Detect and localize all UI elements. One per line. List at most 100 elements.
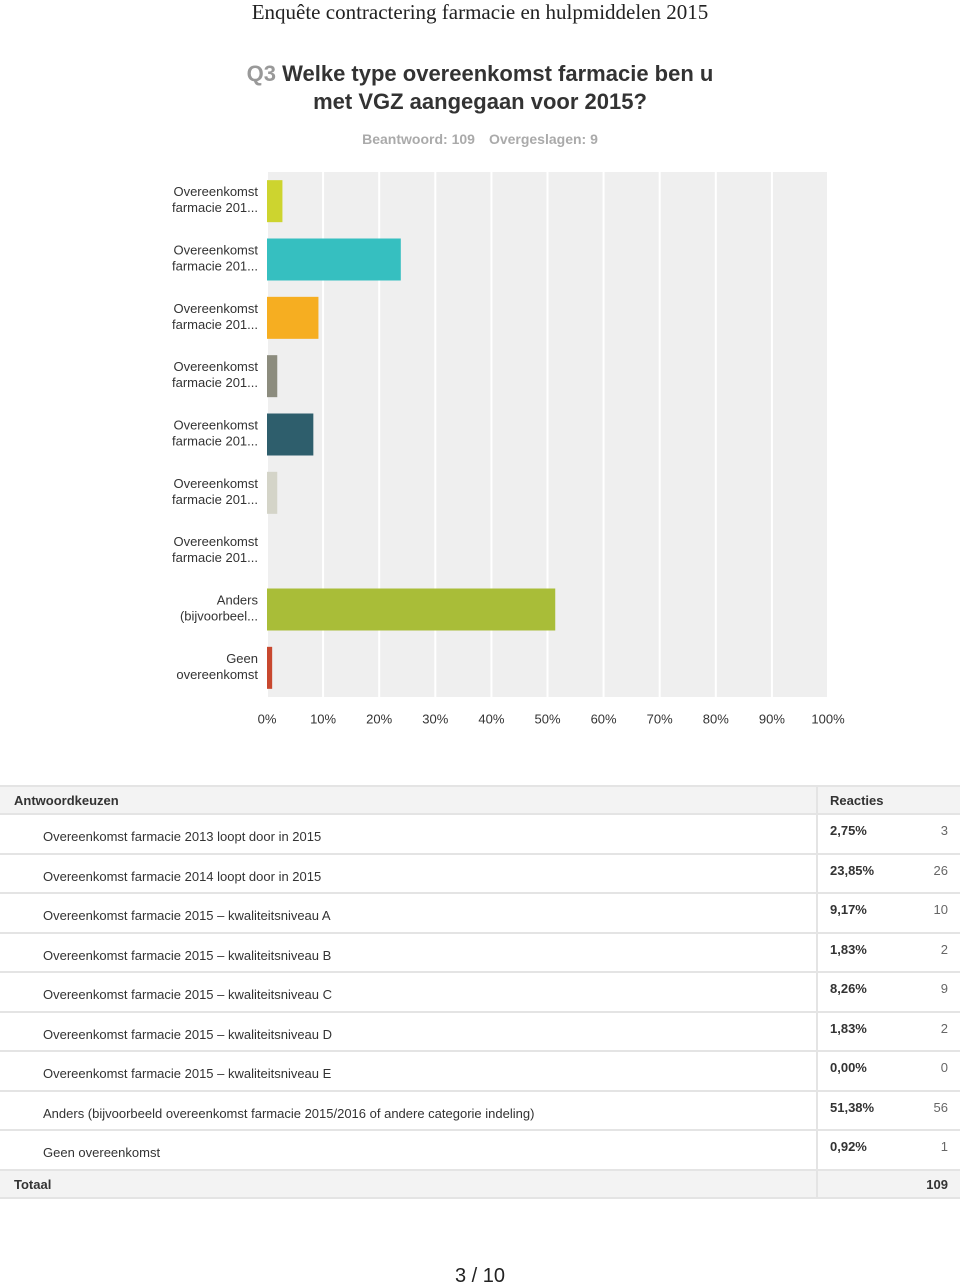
answer: Overeenkomst farmacie 2014 loopt door in…: [43, 868, 322, 884]
count: 56: [933, 1099, 948, 1115]
separator: [816, 894, 818, 932]
count: 1: [940, 1139, 948, 1154]
y-tick-label: Anders (bijvoorbeel...: [180, 593, 259, 624]
table-row: Anders (bijvoorbeeld overeenkomst farmac…: [0, 1091, 960, 1131]
page-number: 3 / 10: [454, 1265, 506, 1287]
label-line: Anders: [217, 593, 259, 608]
label-line: farmacie 201...: [172, 376, 258, 391]
x-tick-label: 100%: [811, 711, 845, 726]
y-tick-label: Overeenkomst farmacie 201...: [172, 243, 258, 274]
label-line: overeenkomst: [176, 667, 258, 682]
label-line: farmacie 201...: [172, 317, 258, 332]
bar: [267, 180, 283, 223]
bar: [267, 413, 314, 456]
table-row: Overeenkomst farmacie 2015 – kwaliteitsn…: [0, 973, 960, 1013]
label-line: Overeenkomst: [173, 243, 258, 258]
answer: Geen overeenkomst: [43, 1145, 161, 1160]
table-header: Antwoordkeuzen Reacties: [0, 785, 960, 815]
count: 26: [933, 862, 948, 878]
label-line: farmacie 201...: [172, 434, 258, 449]
separator: [816, 1091, 818, 1129]
x-tick-label: 40%: [478, 711, 504, 726]
y-tick-label: Overeenkomst farmacie 201...: [172, 476, 258, 507]
question-number: Q3: [246, 61, 276, 86]
table-row: Geen overeenkomst 0,92% 1: [0, 1131, 960, 1171]
header-cell: Antwoordkeuzen: [14, 793, 119, 808]
percent: 51,38%: [830, 1099, 875, 1115]
separator: [816, 1131, 818, 1169]
x-tick-label: 10%: [310, 711, 336, 726]
answer: Overeenkomst farmacie 2015 – kwaliteitsn…: [43, 1026, 333, 1042]
label-line: farmacie 201...: [172, 201, 258, 216]
y-tick-label: Overeenkomst farmacie 201...: [172, 301, 258, 332]
table-row: Overeenkomst farmacie 2015 – kwaliteitsn…: [0, 1052, 960, 1092]
separator: [816, 1170, 818, 1197]
label-line: farmacie 201...: [172, 551, 258, 566]
table: Antwoordkeuzen Reacties Overeenkomst farma…: [0, 785, 960, 1199]
label-line: farmacie 201...: [172, 492, 258, 507]
answer: Anders (bijvoorbeeld overeenkomst farmac…: [43, 1105, 535, 1121]
separator: [816, 933, 818, 971]
y-tick-label: Overeenkomst farmacie 201...: [172, 185, 258, 216]
label-line: Geen: [226, 651, 258, 666]
percent: 0,00%: [830, 1060, 867, 1075]
total-label: Totaal: [14, 1176, 52, 1192]
response-stats: Beantwoord: 109 Overgeslagen: 9: [0, 131, 960, 147]
skipped: Overgeslagen: 9: [488, 131, 598, 147]
table-row: Overeenkomst farmacie 2015 – kwaliteitsn…: [0, 1012, 960, 1052]
separator: [816, 973, 818, 1011]
y-tick-label: Overeenkomst farmacie 201...: [172, 535, 258, 566]
answer: Overeenkomst farmacie 2015 – kwaliteitsn…: [43, 947, 332, 963]
separator: [816, 1012, 818, 1050]
x-tick-label: 50%: [534, 711, 560, 726]
table-total: Totaal 109: [0, 1170, 960, 1199]
x-tick-label: 20%: [366, 711, 392, 726]
bar: [267, 471, 278, 514]
page-header: Enquête contractering farmacie en hulpmi…: [251, 0, 709, 24]
label-line: farmacie 201...: [172, 259, 258, 274]
percent: 2,75%: [830, 823, 867, 838]
label-line: Overeenkomst: [173, 535, 258, 550]
table-row: Overeenkomst farmacie 2013 loopt door in…: [0, 815, 960, 855]
x-tick-label: 90%: [759, 711, 785, 726]
answer: Overeenkomst farmacie 2015 – kwaliteitsn…: [43, 1066, 332, 1081]
y-tick-label: Overeenkomst farmacie 201...: [172, 418, 258, 449]
label-line: Overeenkomst: [173, 185, 258, 200]
percent: 9,17%: [830, 902, 867, 917]
x-tick-label: 80%: [703, 711, 729, 726]
table-row: Overeenkomst farmacie 2015 – kwaliteitsn…: [0, 894, 960, 934]
label-line: Overeenkomst: [173, 418, 258, 433]
y-tick-label: Geen overeenkomst: [176, 651, 258, 682]
separator: [816, 1052, 818, 1090]
bar: [267, 355, 278, 398]
x-tick-label: 70%: [647, 711, 673, 726]
separator: [816, 854, 818, 892]
label-line: (bijvoorbeel...: [180, 609, 258, 624]
label-line: Overeenkomst: [173, 301, 258, 316]
count: 3: [940, 823, 948, 838]
table-row: Overeenkomst farmacie 2015 – kwaliteitsn…: [0, 933, 960, 973]
y-tick-label: Overeenkomst farmacie 201...: [172, 360, 258, 391]
percent: 1,83%: [830, 941, 867, 957]
percent: 1,83%: [830, 1020, 867, 1036]
answer: Overeenkomst farmacie 2015 – kwaliteitsn…: [43, 987, 333, 1002]
question-text: Welke type overeenkomst farmacie ben u m…: [282, 61, 714, 114]
count: 9: [940, 981, 948, 996]
bar: [267, 646, 273, 689]
count: 0: [940, 1060, 948, 1075]
x-tick-label: 0%: [258, 711, 277, 726]
chart: 0% 10% 20% 30% 40% 50% 60% 70% 80% 90% 100% Overeen…: [172, 172, 845, 726]
answer: Overeenkomst farmacie 2013 loopt door in…: [43, 829, 322, 844]
bar: [267, 588, 556, 631]
header-cell: Reacties: [830, 793, 884, 808]
bar: [267, 238, 401, 281]
percent: 0,92%: [830, 1139, 867, 1154]
count: 10: [933, 902, 948, 917]
percent: 23,85%: [830, 862, 875, 878]
x-tick-label: 60%: [591, 711, 617, 726]
total-count: 109: [926, 1176, 948, 1192]
separator: [816, 815, 818, 853]
count: 2: [940, 1020, 948, 1036]
bar: [267, 296, 319, 339]
